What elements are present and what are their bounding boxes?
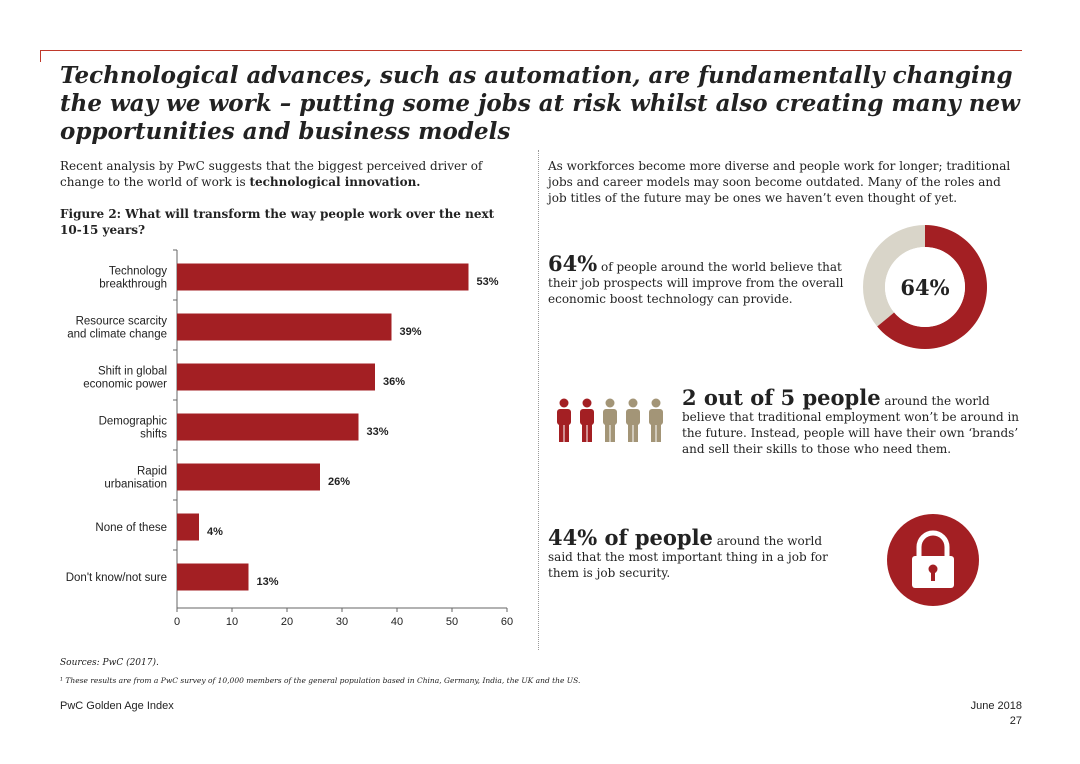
- page-title: Technological advances, such as automati…: [60, 62, 1020, 145]
- footer-right: June 2018 27: [971, 699, 1022, 729]
- category-label-line: Demographic: [99, 416, 168, 428]
- category-label-line: Shift in global: [98, 366, 167, 378]
- category-label: Don't know/not sure: [66, 572, 167, 584]
- bar-chart: Technology breakthrough 53% Resource scarci…: [66, 249, 513, 625]
- stat-traditional-employment-text: around the world believe that traditiona…: [682, 394, 1020, 456]
- person-body: [626, 409, 640, 425]
- person-leg: [628, 424, 633, 442]
- data-label: 26%: [328, 476, 350, 488]
- x-tick-label: 60: [501, 616, 513, 625]
- figure-title: Figure 2: What will transform the way pe…: [60, 207, 495, 237]
- data-label: 33%: [367, 426, 389, 438]
- person-body: [649, 409, 663, 425]
- top-rule: [40, 50, 1022, 51]
- person-leg: [610, 424, 615, 442]
- bar: [177, 463, 320, 491]
- bar: [177, 413, 359, 441]
- person-leg: [564, 424, 569, 442]
- person-leg: [587, 424, 592, 442]
- right-intro-text: As workforces become more diverse and pe…: [548, 159, 1011, 205]
- stat-job-prospects-text: of people around the world believe that …: [548, 260, 844, 306]
- stat-job-prospects-value: 64%: [548, 251, 598, 276]
- bar: [177, 513, 199, 541]
- stat-job-security-text: around the world said that the most impo…: [548, 534, 828, 580]
- footnote: ¹ These results are from a PwC survey of…: [60, 676, 581, 685]
- person-body: [580, 409, 594, 425]
- person-icon: [580, 398, 594, 442]
- padlock-icon: [887, 514, 979, 606]
- donut-hole: [885, 247, 965, 327]
- footer-page-number: 27: [1009, 715, 1022, 727]
- person-icon: [649, 398, 663, 442]
- intro-text-bold: technological innovation.: [249, 175, 421, 189]
- donut-segment: [877, 225, 987, 349]
- footer-date: June 2018: [970, 700, 1022, 712]
- category-label: Demographic shifts: [99, 416, 168, 441]
- category-label-line: Technology: [109, 266, 167, 278]
- category-label-line: Rapid: [137, 466, 167, 478]
- x-tick-label: 10: [226, 616, 238, 625]
- person-leg: [651, 424, 656, 442]
- bar: [177, 363, 375, 391]
- category-label-line: None of these: [95, 522, 167, 534]
- data-label: 13%: [257, 576, 279, 588]
- person-head: [651, 398, 661, 408]
- intro-text-plain: Recent analysis by PwC suggests that the…: [60, 159, 483, 189]
- person-head: [582, 398, 592, 408]
- category-label-line: Resource scarcity: [76, 316, 168, 328]
- stat-job-security-value: 44% of people: [548, 525, 713, 550]
- stat-traditional-employment-value: 2 out of 5 people: [682, 385, 881, 410]
- x-tick-label: 40: [391, 616, 403, 625]
- category-label-line: Don't know/not sure: [66, 572, 167, 584]
- data-label: 36%: [383, 376, 405, 388]
- people-icons: [557, 398, 663, 442]
- data-label: 53%: [477, 276, 499, 288]
- person-head: [628, 398, 638, 408]
- person-head: [559, 398, 569, 408]
- category-label: Resource scarcity and climate change: [67, 316, 167, 341]
- category-label-line: breakthrough: [99, 279, 167, 291]
- stat-traditional-employment: 2 out of 5 people around the world belie…: [682, 387, 1032, 457]
- person-icon: [557, 398, 571, 442]
- top-rule-tick: [40, 50, 41, 62]
- category-label: None of these: [95, 522, 167, 534]
- data-label: 39%: [400, 326, 422, 338]
- category-label-line: shifts: [140, 429, 167, 441]
- person-body: [557, 409, 571, 425]
- sources-note: Sources: PwC (2017).: [60, 658, 159, 668]
- stat-job-prospects: 64% of people around the world believe t…: [548, 253, 853, 307]
- person-leg: [582, 424, 587, 442]
- bar: [177, 563, 249, 591]
- footer-publication: PwC Golden Age Index: [60, 700, 174, 712]
- bar: [177, 263, 469, 291]
- bar: [177, 313, 392, 341]
- person-icon: [626, 398, 640, 442]
- category-label-line: and climate change: [67, 329, 167, 341]
- category-label: Shift in global economic power: [83, 366, 167, 391]
- person-leg: [559, 424, 564, 442]
- x-tick-label: 0: [174, 616, 180, 625]
- person-leg: [656, 424, 661, 442]
- donut-chart: 64%: [863, 225, 987, 349]
- x-tick-label: 30: [336, 616, 348, 625]
- column-divider: [538, 150, 539, 650]
- category-label-line: urbanisation: [104, 479, 167, 491]
- stat-job-security: 44% of people around the world said that…: [548, 527, 838, 581]
- person-head: [605, 398, 615, 408]
- intro-text: Recent analysis by PwC suggests that the…: [60, 158, 530, 190]
- person-icon: [603, 398, 617, 442]
- person-leg: [605, 424, 610, 442]
- category-label-line: economic power: [83, 379, 167, 391]
- category-label: Rapid urbanisation: [104, 466, 167, 491]
- data-label: 4%: [207, 526, 223, 538]
- donut-label: 64%: [900, 275, 949, 300]
- person-leg: [633, 424, 638, 442]
- x-tick-label: 20: [281, 616, 293, 625]
- category-label: Technology breakthrough: [99, 266, 167, 291]
- person-body: [603, 409, 617, 425]
- x-tick-label: 50: [446, 616, 458, 625]
